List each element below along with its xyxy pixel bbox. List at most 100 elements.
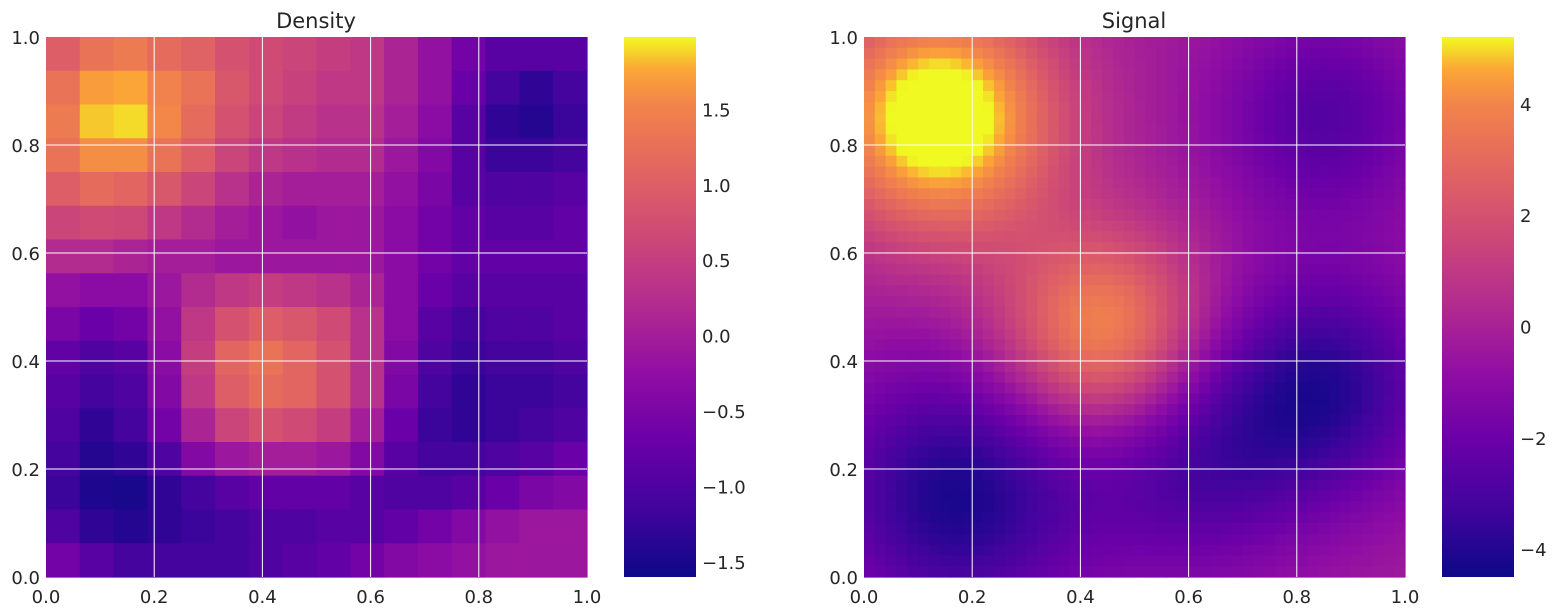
heatmap-cell	[950, 166, 962, 178]
heatmap-cell	[1177, 425, 1190, 438]
heatmap-cell	[1015, 112, 1027, 124]
heatmap-cell	[1112, 523, 1125, 535]
heatmap-cell	[1015, 479, 1027, 492]
heatmap-cell	[1156, 209, 1168, 222]
heatmap-cell	[1275, 307, 1287, 319]
y-tick-label: 0.2	[11, 460, 40, 481]
heatmap-cell	[918, 47, 930, 60]
heatmap-cell	[1123, 339, 1136, 351]
heatmap-cell	[1253, 285, 1265, 297]
heatmap-cell	[1058, 307, 1071, 319]
heatmap-cell	[1015, 37, 1027, 49]
heatmap-cell	[1080, 501, 1092, 513]
heatmap-cell	[1004, 382, 1017, 394]
heatmap-cell	[896, 199, 908, 211]
heatmap-cell	[1123, 242, 1136, 254]
heatmap-cell	[1080, 242, 1092, 254]
heatmap-cell	[1275, 274, 1287, 286]
heatmap-cell	[1156, 382, 1168, 394]
heatmap-cell	[215, 543, 250, 578]
heatmap-cell	[1372, 501, 1384, 513]
heatmap-cell	[1037, 501, 1049, 513]
heatmap-cell	[961, 296, 973, 308]
heatmap-cell	[950, 523, 962, 535]
heatmap-cell	[972, 523, 984, 535]
heatmap-cell	[1112, 285, 1125, 297]
heatmap-cell	[918, 145, 930, 157]
heatmap-cell	[248, 509, 284, 544]
heatmap-cell	[1296, 58, 1309, 70]
heatmap-cell	[1015, 253, 1027, 265]
heatmap-cell	[1188, 328, 1201, 340]
heatmap-cell	[1253, 263, 1265, 276]
heatmap-cell	[1123, 296, 1136, 308]
heatmap-cell	[885, 177, 898, 189]
heatmap-cell	[1361, 317, 1374, 330]
heatmap-cell	[1285, 274, 1298, 286]
heatmap-cell	[1058, 490, 1071, 502]
heatmap-cell	[1058, 469, 1071, 481]
heatmap-cell	[1015, 47, 1027, 60]
heatmap-cell	[316, 37, 351, 72]
heatmap-cell	[1318, 37, 1330, 49]
heatmap-cell	[928, 479, 941, 492]
heatmap-cell	[918, 479, 930, 492]
heatmap-cell	[1166, 166, 1179, 178]
heatmap-cell	[553, 408, 588, 443]
heatmap-cell	[1296, 220, 1309, 232]
heatmap-cell	[1177, 123, 1190, 135]
heatmap-cell	[1015, 155, 1027, 168]
heatmap-cell	[1004, 566, 1017, 578]
heatmap-cell	[1361, 188, 1374, 200]
heatmap-cell	[1242, 458, 1255, 470]
heatmap-cell	[885, 188, 898, 200]
heatmap-cell	[972, 220, 984, 232]
heatmap-cell	[1264, 512, 1276, 524]
heatmap-cell	[1177, 209, 1190, 222]
heatmap-cell	[1350, 69, 1363, 81]
heatmap-cell	[885, 209, 898, 222]
heatmap-cell	[1372, 317, 1384, 330]
colorbar-tick-label: −4	[1520, 540, 1547, 561]
heatmap-cell	[1383, 361, 1395, 373]
heatmap-cell	[972, 458, 984, 470]
heatmap-cell	[248, 442, 284, 477]
heatmap-cell	[1102, 145, 1114, 157]
heatmap-cell	[983, 209, 995, 222]
heatmap-cell	[316, 509, 351, 544]
heatmap-cell	[1156, 425, 1168, 438]
heatmap-cell	[1037, 37, 1049, 49]
heatmap-cell	[972, 263, 984, 276]
heatmap-cell	[1275, 436, 1287, 448]
heatmap-cell	[1112, 490, 1125, 502]
heatmap-cell	[215, 408, 250, 443]
heatmap-cell	[1123, 37, 1136, 49]
heatmap-cell	[248, 408, 284, 443]
heatmap-cell	[1188, 58, 1201, 70]
heatmap-cell	[1004, 134, 1017, 146]
heatmap-cell	[1123, 166, 1136, 178]
heatmap-cell	[1102, 220, 1114, 232]
heatmap-cell	[1080, 199, 1092, 211]
heatmap-cell	[1123, 382, 1136, 394]
heatmap-cell	[950, 339, 962, 351]
heatmap-cell	[1296, 177, 1309, 189]
heatmap-cell	[1231, 188, 1244, 200]
heatmap-cell	[1080, 415, 1092, 427]
heatmap-cell	[451, 509, 487, 544]
heatmap-cell	[1350, 145, 1363, 157]
heatmap-cell	[1156, 523, 1168, 535]
heatmap-cell	[983, 317, 995, 330]
heatmap-cell	[1221, 145, 1233, 157]
heatmap-cell	[1372, 479, 1384, 492]
heatmap-cell	[1210, 263, 1222, 276]
heatmap-cell	[1307, 231, 1320, 243]
heatmap-cell	[1372, 447, 1384, 459]
heatmap-cell	[1091, 307, 1103, 319]
heatmap-cell	[1221, 382, 1233, 394]
heatmap-cell	[972, 253, 984, 265]
heatmap-cell	[1296, 404, 1309, 416]
heatmap-cell	[864, 220, 876, 232]
heatmap-cell	[1296, 447, 1309, 459]
heatmap-cell	[1199, 253, 1211, 265]
